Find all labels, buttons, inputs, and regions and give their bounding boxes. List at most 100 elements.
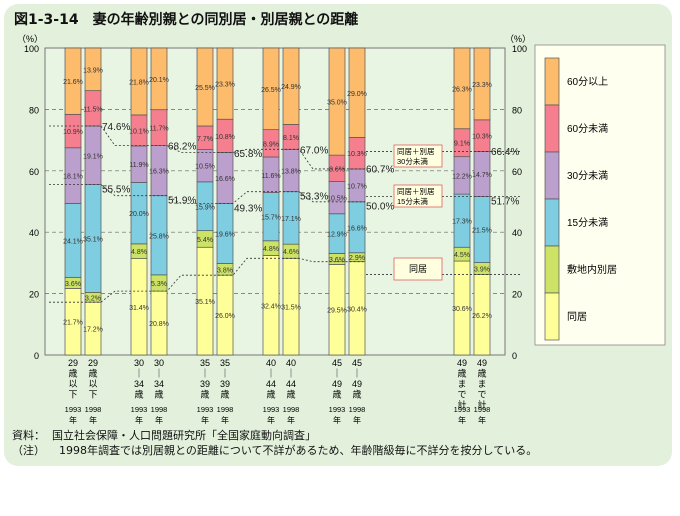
y-tick-label-right: 40 (512, 228, 522, 238)
x-year-suffix: 年 (287, 415, 295, 425)
x-group-label: 下 (88, 390, 97, 400)
data-label: 3.8% (217, 267, 233, 274)
y-tick-label-right: 60 (512, 167, 522, 177)
y-unit-left: （%） (17, 34, 43, 44)
x-group-label: 歳 (200, 389, 209, 400)
x-group-label: 49 (477, 358, 487, 368)
bar-segment (130, 47, 148, 116)
x-group-label: 歳 (266, 389, 275, 400)
x-year-suffix: 年 (458, 415, 466, 425)
bar-segment (348, 47, 366, 138)
x-year-label: 1993 (329, 405, 346, 414)
data-label: 17.2% (83, 327, 103, 334)
legend-label: 15分未満 (567, 217, 608, 229)
data-label: 12.9% (327, 232, 347, 239)
data-label: 23.3% (215, 81, 235, 88)
x-year-label: 1993 (454, 405, 471, 414)
x-year-label: 1993 (131, 405, 148, 414)
data-label: 3.9% (474, 267, 490, 274)
data-label: 11.7% (149, 126, 168, 133)
x-group-label: 歳 (134, 389, 143, 400)
x-year-suffix: 年 (89, 415, 97, 425)
cumulative-label-15min: 55.5% (102, 185, 130, 196)
x-group-label: で (457, 390, 466, 400)
data-label: 26.5% (261, 87, 281, 94)
data-label: 17.1% (281, 216, 301, 223)
legend-label: 同居 (567, 311, 587, 323)
data-label: 4.6% (283, 249, 299, 256)
data-label: 7.7% (197, 136, 213, 143)
data-label: 23.3% (472, 82, 492, 89)
y-tick-label-left: 80 (29, 105, 39, 115)
data-label: 5.4% (197, 237, 213, 244)
data-label: 15.7% (261, 215, 281, 222)
bar-segment (216, 47, 234, 120)
cumulative-label-15min: 53.3% (300, 191, 328, 202)
data-label: 31.5% (281, 305, 301, 312)
bar-segment (64, 47, 82, 115)
x-group-label: 歳 (154, 389, 163, 400)
legend-swatch (544, 104, 560, 153)
annotation-text: 30分未満 (397, 156, 428, 166)
data-label: 20.0% (129, 211, 149, 218)
cumulative-dotted-line (49, 257, 365, 303)
legend-label: 60分未満 (567, 123, 608, 135)
cumulative-label-30min: 67.0% (300, 145, 328, 156)
x-group-label: ま (457, 379, 466, 389)
data-label: 25.8% (149, 233, 169, 240)
data-label: 4.8% (263, 246, 279, 253)
legend-label: 敷地内別居 (567, 263, 617, 276)
data-label: 16.6% (347, 225, 367, 232)
bar-segment (196, 47, 214, 127)
data-label: 16.6% (215, 176, 235, 183)
cumulative-label-15min: 49.3% (234, 204, 262, 215)
x-group-label: 30 (154, 358, 164, 368)
data-label: 35.1% (83, 236, 103, 243)
data-label: 9.1% (454, 141, 470, 148)
x-year-suffix: 年 (69, 415, 77, 425)
data-label: 35.1% (195, 299, 215, 306)
legend-label: 30分未満 (567, 170, 608, 182)
data-label: 10.3% (472, 134, 492, 141)
y-tick-label-right: 0 (512, 351, 517, 361)
x-year-label: 1998 (217, 405, 234, 414)
x-year-label: 1993 (65, 405, 82, 414)
x-group-label: ｜ (200, 369, 209, 379)
annotation-text: 同居＋別居 (397, 147, 435, 156)
cumulative-dotted-line (49, 125, 365, 170)
annotation-text: 15分未満 (397, 196, 428, 206)
x-group-label: 30 (134, 358, 144, 368)
y-tick-label-left: 0 (34, 351, 39, 361)
data-label: 35.0% (327, 99, 347, 106)
cumulative-label-30min: 74.6% (102, 122, 130, 133)
x-group-label: ｜ (352, 369, 361, 379)
data-label: 21.7% (63, 320, 83, 327)
data-label: 10.7% (347, 183, 367, 190)
data-label: 8.9% (263, 141, 279, 148)
data-label: 32.4% (261, 303, 281, 310)
x-year-suffix: 年 (353, 415, 361, 425)
data-label: 11.5% (83, 106, 102, 113)
bar-segment (262, 47, 280, 131)
cumulative-label-15min: 51.9% (168, 196, 196, 207)
y-tick-label-right: 20 (512, 290, 522, 300)
legend-swatch (544, 292, 560, 341)
data-label: 3.6% (329, 257, 345, 264)
source-note: 資料： 国立社会保障・人口問題研究所「全国家庭動向調査」 (12, 429, 316, 442)
annotation-box (393, 144, 443, 168)
data-label: 10.9% (63, 129, 83, 136)
x-group-label: 歳 (352, 389, 361, 400)
x-group-label: 39 (220, 379, 230, 389)
data-label: 21.5% (472, 228, 492, 235)
x-group-label: 45 (352, 358, 362, 368)
x-year-suffix: 年 (201, 415, 209, 425)
x-group-label: 40 (286, 358, 296, 368)
legend-swatch (544, 245, 560, 294)
data-label: 13.9% (83, 67, 103, 74)
x-group-label: 歳 (332, 389, 341, 400)
x-group-label: 34 (154, 379, 164, 389)
x-group-label: 歳 (220, 389, 229, 400)
y-tick-label-right: 100 (512, 44, 527, 54)
data-label: 3.2% (85, 295, 101, 302)
